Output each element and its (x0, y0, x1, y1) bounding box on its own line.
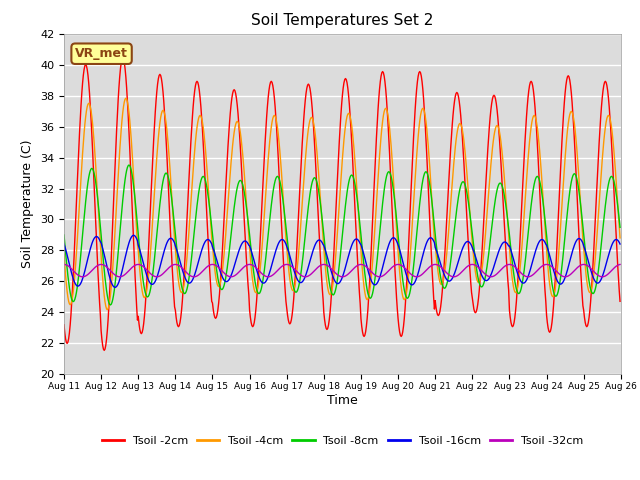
Tsoil -4cm (186, 224, 193, 230)
Tsoil -32cm (79, 274, 86, 280)
Tsoil -16cm (186, 280, 193, 286)
Tsoil -32cm (410, 274, 418, 279)
Tsoil -4cm (616, 235, 624, 241)
Tsoil -16cm (70, 278, 78, 284)
Tsoil -32cm (128, 264, 136, 270)
Tsoil -32cm (60, 262, 68, 267)
Tsoil -16cm (128, 233, 136, 239)
Tsoil -32cm (427, 264, 435, 269)
Tsoil -4cm (428, 189, 435, 194)
Y-axis label: Soil Temperature (C): Soil Temperature (C) (22, 140, 35, 268)
Tsoil -4cm (70, 281, 78, 287)
Tsoil -2cm (215, 300, 223, 306)
Line: Tsoil -32cm: Tsoil -32cm (64, 264, 620, 277)
Tsoil -2cm (186, 169, 193, 175)
Text: VR_met: VR_met (75, 47, 128, 60)
Tsoil -8cm (125, 162, 133, 168)
Tsoil -2cm (129, 220, 137, 226)
X-axis label: Time: Time (327, 394, 358, 407)
Tsoil -2cm (119, 55, 127, 60)
Tsoil -16cm (111, 285, 119, 290)
Tsoil -8cm (70, 298, 78, 304)
Tsoil -16cm (60, 241, 68, 247)
Tsoil -16cm (616, 241, 624, 247)
Title: Soil Temperatures Set 2: Soil Temperatures Set 2 (252, 13, 433, 28)
Tsoil -8cm (186, 274, 193, 279)
Legend: Tsoil -2cm, Tsoil -4cm, Tsoil -8cm, Tsoil -16cm, Tsoil -32cm: Tsoil -2cm, Tsoil -4cm, Tsoil -8cm, Tsoi… (97, 431, 588, 450)
Line: Tsoil -16cm: Tsoil -16cm (64, 235, 620, 288)
Tsoil -2cm (100, 348, 108, 353)
Line: Tsoil -2cm: Tsoil -2cm (64, 58, 620, 350)
Tsoil -32cm (70, 268, 78, 274)
Tsoil -8cm (60, 232, 68, 238)
Tsoil -16cm (412, 279, 419, 285)
Tsoil -8cm (412, 249, 419, 254)
Tsoil -2cm (428, 252, 435, 258)
Tsoil -16cm (130, 232, 138, 238)
Line: Tsoil -4cm: Tsoil -4cm (64, 98, 620, 310)
Tsoil -2cm (412, 108, 419, 113)
Tsoil -4cm (129, 161, 137, 167)
Tsoil -8cm (107, 302, 115, 308)
Tsoil -4cm (60, 252, 68, 257)
Tsoil -8cm (428, 193, 435, 199)
Line: Tsoil -8cm: Tsoil -8cm (64, 165, 620, 305)
Tsoil -32cm (214, 264, 221, 270)
Tsoil -2cm (616, 299, 624, 304)
Tsoil -32cm (616, 262, 624, 267)
Tsoil -32cm (185, 272, 193, 277)
Tsoil -8cm (616, 225, 624, 230)
Tsoil -16cm (428, 235, 435, 241)
Tsoil -8cm (129, 177, 137, 182)
Tsoil -16cm (215, 264, 223, 269)
Tsoil -2cm (60, 322, 68, 328)
Tsoil -4cm (104, 307, 111, 312)
Tsoil -2cm (70, 254, 78, 260)
Tsoil -4cm (215, 284, 223, 289)
Tsoil -4cm (412, 176, 419, 182)
Tsoil -8cm (215, 279, 223, 285)
Tsoil -4cm (122, 96, 130, 101)
